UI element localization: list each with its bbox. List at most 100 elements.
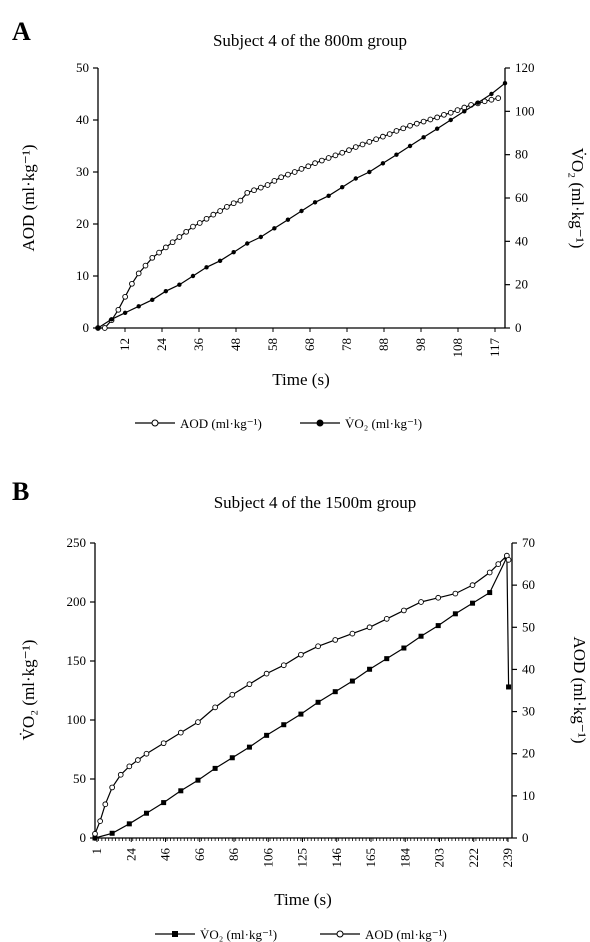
x-tick-label: 36: [191, 338, 206, 352]
data-point: [339, 149, 346, 156]
data-point: [340, 184, 345, 190]
y-tick-label-left: 150: [67, 653, 87, 668]
data-point: [212, 704, 218, 711]
data-point: [190, 273, 196, 279]
x-tick-label: 1: [89, 848, 104, 855]
data-point: [447, 109, 454, 116]
y-tick-label-left: 0: [80, 830, 87, 845]
data-point: [176, 234, 183, 240]
chart-title-b: Subject 4 of the 1500m group: [214, 493, 417, 512]
series-line-1: [94, 554, 510, 835]
data-point: [298, 711, 304, 717]
data-point: [92, 830, 98, 837]
x-axis-title-a: Time (s): [272, 370, 329, 389]
y-tick-label-right: 70: [522, 535, 535, 550]
data-point: [109, 784, 116, 791]
data-point: [246, 681, 253, 688]
x-tick-label: 125: [295, 848, 310, 868]
data-point: [418, 633, 424, 639]
data-point: [95, 325, 101, 331]
y-tick-label-right: 20: [522, 746, 535, 761]
y-ticks-right-a: 0 20 40 60 80 100 120: [505, 60, 535, 335]
data-point: [393, 128, 400, 134]
panel-letter-b: B: [12, 477, 29, 506]
data-point: [224, 203, 230, 210]
data-point: [126, 763, 133, 770]
data-point: [142, 262, 149, 269]
data-point: [401, 645, 407, 651]
data-point: [366, 624, 373, 631]
legend-label-aod-b: AOD (ml·kg⁻¹): [365, 927, 447, 942]
data-point: [489, 91, 494, 97]
data-point: [299, 208, 304, 214]
data-point: [505, 557, 512, 563]
x-tick-label: 24: [154, 338, 169, 352]
data-point: [143, 810, 149, 816]
data-point: [229, 755, 235, 761]
data-point: [244, 189, 251, 196]
data-point: [427, 116, 434, 123]
series-a: [95, 80, 508, 331]
data-point: [258, 234, 263, 240]
data-point: [349, 630, 356, 637]
data-point: [325, 155, 332, 161]
data-point: [281, 722, 287, 728]
data-point: [190, 223, 196, 230]
panel-a: A Subject 4 of the 800m group 0 10 20 30 40 5…: [12, 17, 587, 431]
data-point: [204, 265, 209, 270]
data-point: [169, 239, 176, 246]
data-point: [487, 590, 493, 596]
data-point: [380, 161, 386, 166]
x-ticks-a: 12 24 36 48 58 68 78 88 98 108 117: [117, 328, 502, 358]
data-point: [272, 226, 277, 231]
data-point: [488, 96, 495, 103]
data-point: [394, 152, 399, 157]
data-point: [506, 684, 512, 690]
data-point: [380, 133, 386, 140]
data-point: [278, 174, 285, 181]
x-tick-label: 58: [265, 338, 280, 351]
data-point: [400, 125, 407, 132]
x-tick-label: 106: [260, 848, 275, 868]
data-point: [495, 561, 502, 567]
y-axis-title-left-a: AOD (ml·kg⁻¹): [19, 144, 38, 251]
data-point: [263, 670, 270, 677]
x-tick-label: 68: [302, 338, 317, 351]
y-tick-label-right: 40: [515, 233, 528, 248]
x-tick-label: 222: [466, 848, 481, 868]
data-point: [212, 765, 218, 771]
data-point: [452, 611, 458, 617]
y-tick-label-right: 40: [522, 661, 535, 676]
data-point: [126, 821, 132, 827]
y-ticks-right-b: 0 10 20 30 40 50 60 70: [512, 535, 535, 845]
data-point: [434, 126, 440, 131]
y-tick-label-right: 50: [522, 619, 535, 634]
data-point: [237, 197, 244, 204]
y-tick-label-right: 100: [515, 103, 535, 118]
y-tick-label-right: 0: [522, 830, 529, 845]
data-point: [305, 163, 312, 170]
data-point: [177, 729, 184, 736]
data-point: [315, 699, 321, 705]
data-point: [373, 136, 379, 143]
data-point: [454, 107, 461, 113]
data-point: [420, 118, 427, 125]
data-point: [319, 157, 325, 164]
data-point: [407, 122, 413, 129]
data-point: [349, 678, 355, 684]
data-point: [163, 288, 169, 294]
data-point: [441, 111, 447, 118]
data-point: [298, 651, 304, 658]
data-point: [217, 258, 223, 264]
y-tick-label-right: 10: [522, 788, 535, 803]
data-point: [245, 241, 250, 246]
data-point: [251, 187, 257, 194]
y-tick-label-left: 40: [76, 112, 89, 127]
chart-title-a: Subject 4 of the 800m group: [213, 31, 407, 50]
data-point: [196, 220, 203, 226]
series-b: [92, 552, 512, 841]
data-point: [401, 607, 407, 614]
y-ticks-left-b: 0 50 100 150 200 250: [67, 535, 95, 845]
data-point: [413, 120, 420, 127]
x-tick-label: 239: [500, 848, 515, 868]
